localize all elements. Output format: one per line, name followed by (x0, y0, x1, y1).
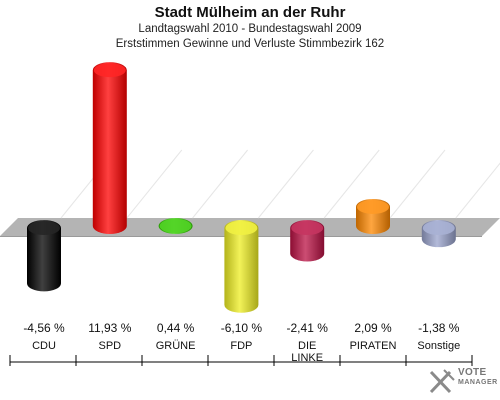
bar-cap (93, 63, 126, 78)
bar-cap (225, 221, 258, 235)
bar-cdu (27, 220, 61, 292)
bar-spd (92, 62, 127, 234)
shadow-line (389, 149, 446, 219)
value-label: -6,10 % (221, 321, 263, 335)
bar-cap (422, 221, 455, 235)
vote-manager-logo-icon (429, 369, 455, 394)
category-label: FDP (230, 340, 252, 352)
chart-titles: Stadt Mülheim an der Ruhr Landtagswahl 2… (0, 0, 500, 52)
watermark-line1: VOTE (458, 367, 487, 378)
watermark-text: VOTE MANAGER (458, 368, 498, 388)
category-label: SPD (98, 340, 121, 352)
value-label: 11,93 % (88, 321, 131, 335)
bar-cap (28, 221, 60, 235)
watermark-line2: MANAGER (458, 379, 498, 386)
chart-subtitle-election: Landtagswahl 2010 - Bundestagswahl 2009 (138, 23, 362, 35)
value-label: -2,41 % (287, 321, 329, 335)
category-label: Sonstige (417, 340, 460, 352)
shadow-line (258, 149, 314, 219)
shadow-line (126, 149, 183, 219)
value-label: 2,09 % (354, 321, 392, 335)
value-label: -1,38 % (418, 321, 460, 335)
category-label: DIE (298, 340, 316, 352)
bar-cap (357, 199, 389, 214)
category-label: GRÜNE (156, 340, 196, 352)
value-label: -4,56 % (23, 321, 65, 335)
category-label: CDU (32, 340, 56, 352)
shadow-line (323, 149, 380, 219)
bar-fdp (224, 220, 259, 313)
category-label: PIRATEN (350, 340, 397, 352)
background-shadow-lines (60, 149, 500, 219)
bar-cap (291, 221, 324, 235)
chart-title: Stadt Mülheim an der Ruhr (154, 4, 346, 21)
category-label-line2: LINKE (291, 352, 323, 364)
chart-subtitle-district: Erststimmen Gewinne und Verluste Stimmbe… (115, 38, 385, 50)
shadow-line (192, 149, 248, 219)
shadow-line (455, 162, 500, 219)
value-label: 0,44 % (157, 321, 195, 335)
bar-cap (159, 219, 192, 233)
